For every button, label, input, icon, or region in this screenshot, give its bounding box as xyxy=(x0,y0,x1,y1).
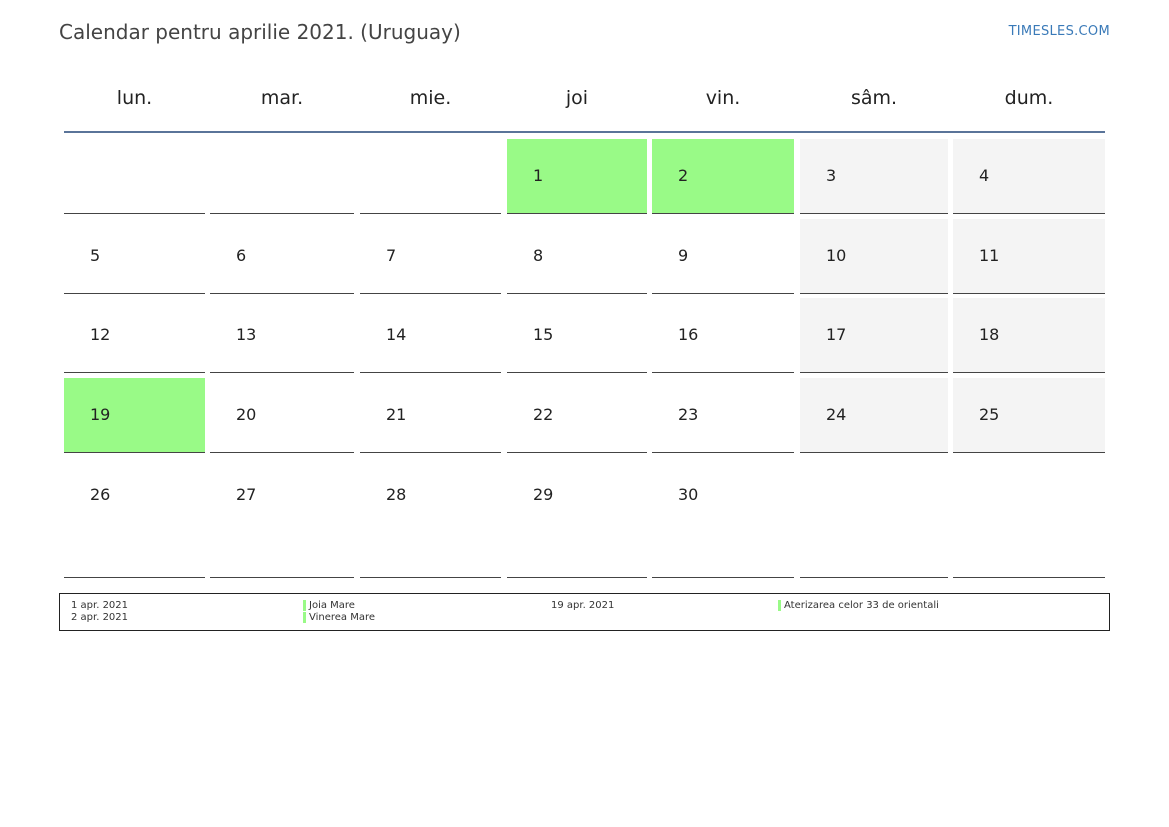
page-title: Calendar pentru aprilie 2021. (Uruguay) xyxy=(59,20,461,44)
day-number: 26 xyxy=(90,485,111,504)
holiday-legend: 1 apr. 2021 Joia Mare 2 apr. 2021 Vinerea M… xyxy=(59,593,1110,631)
day-number: 20 xyxy=(236,405,257,424)
day-cell: 23 xyxy=(652,378,794,453)
weekday-header: mie. xyxy=(409,87,452,109)
day-number: 21 xyxy=(386,405,407,424)
day-cell: 8 xyxy=(507,219,647,294)
day-number: 23 xyxy=(678,405,699,424)
day-cell: 14 xyxy=(360,298,501,373)
legend-holiday-name: Joia Mare xyxy=(303,600,355,611)
day-cell: 16 xyxy=(652,298,794,373)
day-cell: 18 xyxy=(953,298,1105,373)
day-cell: 3 xyxy=(800,139,948,214)
day-cell: 11 xyxy=(953,219,1105,294)
day-number: 27 xyxy=(236,485,257,504)
day-number: 15 xyxy=(533,325,554,344)
day-cell: 4 xyxy=(953,139,1105,214)
day-number: 25 xyxy=(979,405,1000,424)
day-cell: 17 xyxy=(800,298,948,373)
day-number: 2 xyxy=(678,166,689,185)
day-number: 28 xyxy=(386,485,407,504)
day-number: 8 xyxy=(533,246,544,265)
day-number: 4 xyxy=(979,166,990,185)
site-link[interactable]: TIMESLES.COM xyxy=(1008,24,1110,39)
day-number: 13 xyxy=(236,325,257,344)
day-cell: 21 xyxy=(360,378,501,453)
day-cell: 7 xyxy=(360,219,501,294)
day-number: 24 xyxy=(826,405,847,424)
legend-date: 2 apr. 2021 xyxy=(71,612,129,623)
day-number: 18 xyxy=(979,325,1000,344)
header-rule xyxy=(64,131,1105,133)
legend-date: 1 apr. 2021 xyxy=(71,600,129,611)
day-number: 3 xyxy=(826,166,837,185)
weekday-header: dum. xyxy=(1004,87,1054,109)
day-cell: 5 xyxy=(64,219,205,294)
day-number: 1 xyxy=(533,166,544,185)
day-number: 22 xyxy=(533,405,554,424)
day-cell-holiday: 1 xyxy=(507,139,647,214)
holiday-color-marker xyxy=(778,600,781,611)
day-number: 19 xyxy=(90,405,111,424)
weekday-header: lun. xyxy=(116,87,153,109)
day-number: 16 xyxy=(678,325,699,344)
day-cell: 12 xyxy=(64,298,205,373)
day-cell-empty xyxy=(360,139,501,214)
legend-date: 19 apr. 2021 xyxy=(551,600,615,611)
legend-holiday-name: Vinerea Mare xyxy=(303,612,375,623)
day-cell: 30 xyxy=(652,458,794,578)
day-cell: 27 xyxy=(210,458,354,578)
legend-holiday-label: Vinerea Mare xyxy=(309,612,376,623)
day-cell-empty xyxy=(800,458,948,578)
day-number: 9 xyxy=(678,246,689,265)
day-number: 30 xyxy=(678,485,699,504)
day-number: 5 xyxy=(90,246,101,265)
weekday-header: joi xyxy=(565,87,589,109)
day-cell: 15 xyxy=(507,298,647,373)
day-number: 29 xyxy=(533,485,554,504)
day-number: 17 xyxy=(826,325,847,344)
day-cell: 25 xyxy=(953,378,1105,453)
day-cell: 10 xyxy=(800,219,948,294)
day-cell: 26 xyxy=(64,458,205,578)
legend-holiday-name: Aterizarea celor 33 de orientali xyxy=(778,600,939,611)
day-cell: 28 xyxy=(360,458,501,578)
weekday-header: mar. xyxy=(260,87,304,109)
holiday-color-marker xyxy=(303,612,306,623)
day-cell-empty xyxy=(210,139,354,214)
day-number: 12 xyxy=(90,325,111,344)
day-cell: 9 xyxy=(652,219,794,294)
calendar-grid: lun. mar. mie. joi vin. sâm. dum. 1 2 3 4 5 6 7 8 9 10 11… xyxy=(64,87,1105,578)
day-cell-holiday: 19 xyxy=(64,378,205,453)
weekday-header: sâm. xyxy=(850,87,898,109)
legend-holiday-label: Aterizarea celor 33 de orientali xyxy=(784,600,939,611)
day-cell: 20 xyxy=(210,378,354,453)
day-cell-holiday: 2 xyxy=(652,139,794,214)
day-cell: 13 xyxy=(210,298,354,373)
day-number: 7 xyxy=(386,246,397,265)
day-number: 11 xyxy=(979,246,1000,265)
day-number: 14 xyxy=(386,325,407,344)
legend-holiday-label: Joia Mare xyxy=(309,600,355,611)
day-cell: 29 xyxy=(507,458,647,578)
day-cell: 6 xyxy=(210,219,354,294)
day-cell-empty xyxy=(953,458,1105,578)
holiday-color-marker xyxy=(303,600,306,611)
day-cell-empty xyxy=(64,139,205,214)
weekday-header: vin. xyxy=(705,87,741,109)
day-cell: 24 xyxy=(800,378,948,453)
day-number: 10 xyxy=(826,246,847,265)
day-number: 6 xyxy=(236,246,247,265)
day-cell: 22 xyxy=(507,378,647,453)
